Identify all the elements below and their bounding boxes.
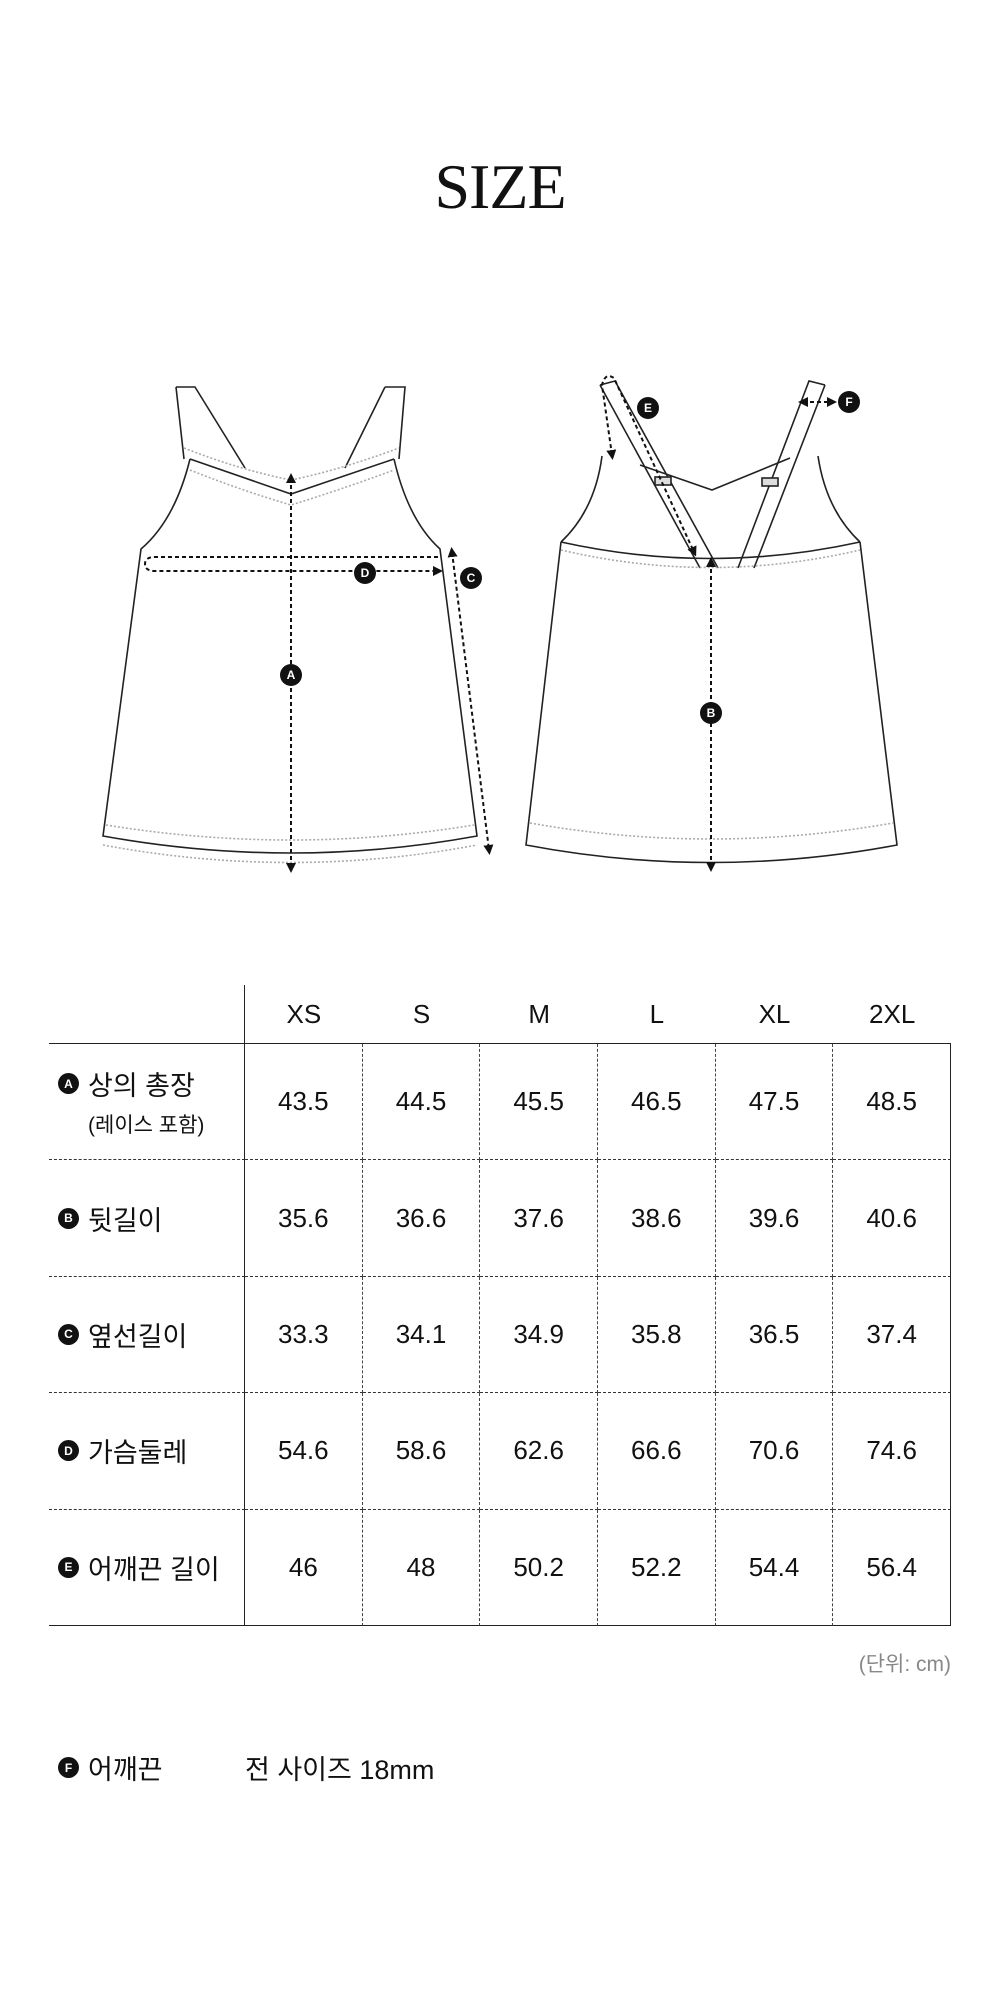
table-cell: 62.6: [480, 1393, 598, 1510]
column-header: XL: [715, 985, 834, 1044]
marker-e: E: [644, 401, 652, 415]
badge-f: F: [58, 1757, 79, 1778]
table-cell: 38.6: [597, 1160, 716, 1277]
table-cell: 58.6: [362, 1393, 481, 1510]
row-label: C 옆선길이: [49, 1276, 245, 1394]
table-cell: 45.5: [480, 1044, 598, 1161]
badge: A: [58, 1073, 79, 1095]
row-label: B 뒷길이: [49, 1160, 245, 1277]
row-label-text: 옆선길이: [88, 1321, 188, 1352]
table-cell: 74.6: [833, 1393, 951, 1510]
garment-diagram: A B C D E F: [102, 375, 898, 873]
table-cell: 36.5: [715, 1276, 834, 1394]
table-cell: 37.4: [833, 1276, 951, 1394]
row-label-text: 상의 총장: [88, 1071, 195, 1102]
row-sublabel: (레이스 포함): [88, 1114, 205, 1138]
unit-note: (단위: cm): [858, 1653, 951, 1676]
size-table: XS S M L XL 2XL A 상의 총장 (레이스 포함) 43.5 44.5 45.5 46.5…: [49, 985, 951, 1626]
table-cell: 34.1: [362, 1276, 481, 1394]
table-cell: 43.5: [245, 1044, 363, 1161]
table-cell: 56.4: [833, 1509, 951, 1626]
row-label: A 상의 총장 (레이스 포함): [49, 1044, 245, 1161]
markers: A B C D E F: [280, 391, 860, 724]
table-cell: 70.6: [715, 1393, 834, 1510]
table-cell: 66.6: [597, 1393, 716, 1510]
front-garment: [102, 386, 478, 864]
table-cell: 35.8: [597, 1276, 716, 1394]
row-label: E 어깨끈 길이: [49, 1509, 245, 1626]
table-cell: 54.4: [715, 1509, 834, 1626]
table-cell: 37.6: [480, 1160, 598, 1277]
table-cell: 33.3: [245, 1276, 363, 1394]
table-cell: 44.5: [362, 1044, 481, 1161]
column-header: M: [480, 985, 598, 1044]
table-cell: 47.5: [715, 1044, 834, 1161]
strap-value: 전 사이즈 18mm: [245, 1755, 435, 1785]
table-cell: 40.6: [833, 1160, 951, 1277]
marker-b: B: [707, 706, 716, 720]
page-title: SIZE: [434, 151, 566, 222]
table-cell: 48.5: [833, 1044, 951, 1161]
badge: D: [58, 1440, 79, 1462]
marker-c: C: [467, 571, 476, 585]
row-label-text: 뒷길이: [88, 1205, 163, 1236]
table-cell: 46: [245, 1509, 363, 1626]
marker-f: F: [845, 395, 852, 409]
row-label-text: 가슴둘레: [88, 1438, 188, 1469]
strap-note-label: F 어깨끈: [58, 1748, 163, 1787]
table-cell: 34.9: [480, 1276, 598, 1394]
badge: B: [58, 1207, 79, 1229]
row-label-text: 어깨끈 길이: [88, 1554, 220, 1585]
table-cell: 54.6: [245, 1393, 363, 1510]
marker-d: D: [361, 566, 370, 580]
table-cell: 39.6: [715, 1160, 834, 1277]
strap-label: 어깨끈: [88, 1755, 163, 1785]
header-corner: [49, 985, 245, 1044]
table-cell: 48: [362, 1509, 481, 1626]
table-cell: 36.6: [362, 1160, 481, 1277]
table-cell: 52.2: [597, 1509, 716, 1626]
table-cell: 50.2: [480, 1509, 598, 1626]
column-header: S: [362, 985, 481, 1044]
marker-a: A: [287, 668, 296, 682]
row-label: D 가슴둘레: [49, 1393, 245, 1510]
badge: E: [58, 1556, 79, 1578]
column-header: XS: [245, 985, 363, 1044]
badge: C: [58, 1323, 79, 1345]
column-header: L: [597, 985, 716, 1044]
table-cell: 35.6: [245, 1160, 363, 1277]
column-header: 2XL: [833, 985, 951, 1044]
measure-lines: [143, 375, 837, 873]
table-cell: 46.5: [597, 1044, 716, 1161]
